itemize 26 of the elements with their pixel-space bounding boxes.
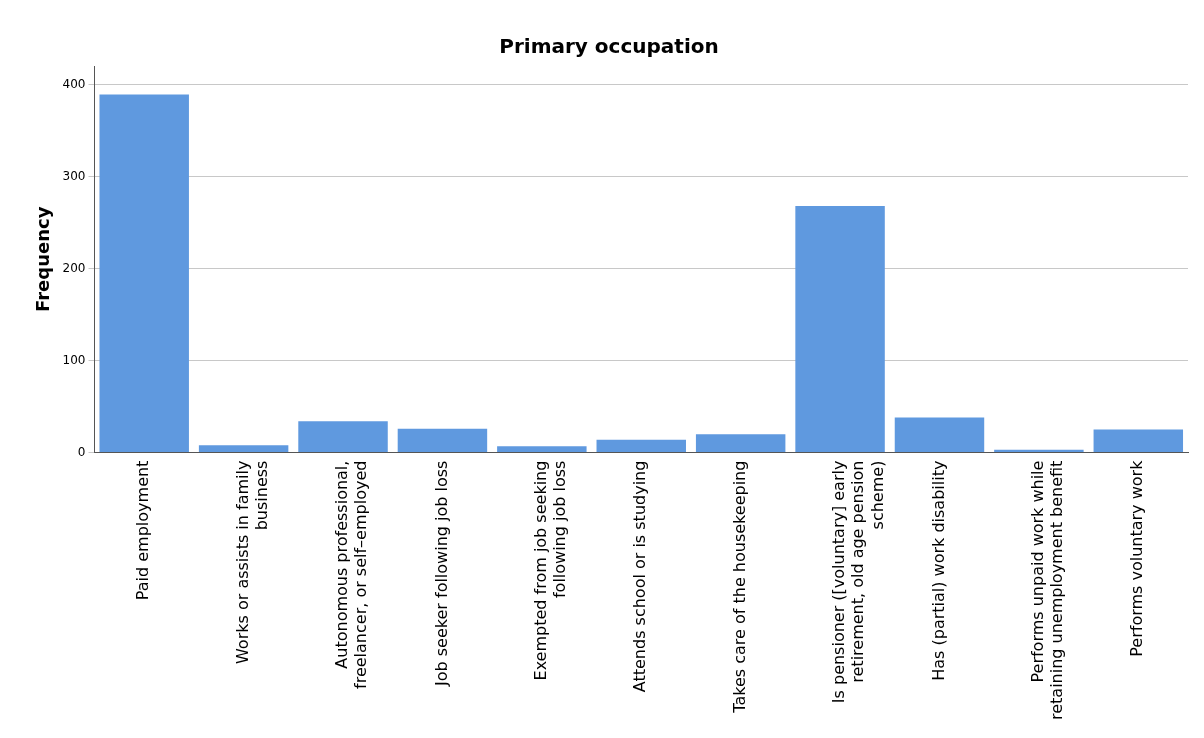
x-tick-label: Takes care of the housekeeping (729, 460, 749, 714)
x-tick-label: Paid employment (133, 460, 153, 601)
chart-title: Primary occupation (499, 34, 719, 59)
y-tick-label: 400 (62, 76, 86, 91)
y-tick-label: 300 (62, 168, 86, 183)
bar (497, 446, 587, 453)
y-tick-label: 0 (77, 444, 86, 459)
bar (198, 445, 289, 453)
bar (397, 428, 488, 453)
x-tick-label: Attends school or is studying (630, 460, 650, 693)
x-tick-label: Is pensioner ([voluntary] early retirement, old age pension scheme) (829, 460, 887, 704)
x-tick-label: Exempted from job seeking following job loss (531, 460, 570, 681)
bar (1093, 429, 1184, 453)
bar (795, 205, 885, 453)
bar (695, 434, 786, 453)
y-tick-label: 200 (62, 260, 86, 275)
x-tick-label: Performs voluntary work (1127, 459, 1147, 657)
x-tick-label: Works or assists in family business (232, 460, 271, 665)
bar (298, 421, 388, 453)
bar (99, 94, 189, 453)
bar (894, 417, 985, 453)
x-tick-label: Has (partial) work disability (928, 460, 948, 681)
y-axis-title: Frequency (32, 206, 54, 312)
y-tick-label: 100 (62, 352, 86, 367)
x-tick-label: Job seeker following job loss (431, 460, 451, 687)
bar (596, 439, 686, 453)
